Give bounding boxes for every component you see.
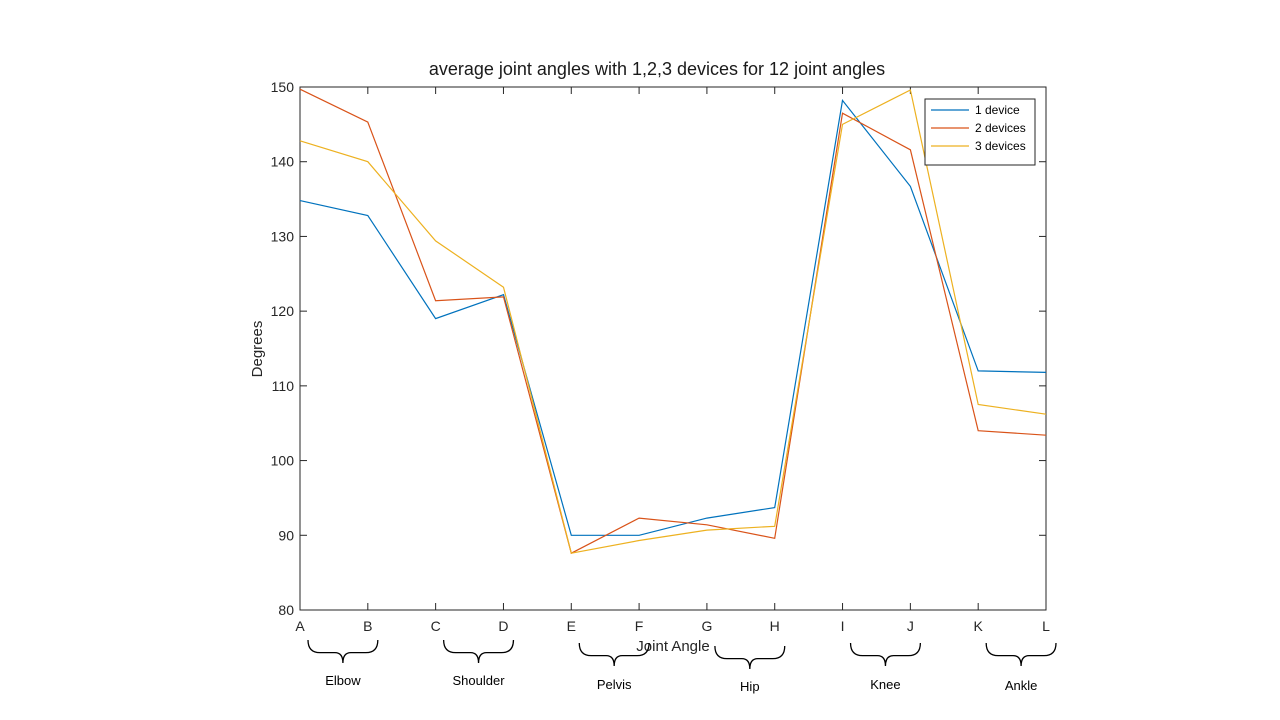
y-tick-label: 140 xyxy=(271,154,295,170)
series-line-1 xyxy=(299,98,1047,536)
x-tick-label: G xyxy=(701,618,712,634)
joint-groups: Elbow Shoulder Pelvis Hip Knee Ankle xyxy=(307,639,1057,694)
y-tick-label: 130 xyxy=(271,228,295,244)
x-tick-label: I xyxy=(841,618,845,634)
x-tick-label: B xyxy=(363,618,372,634)
legend: 1 device 2 devices 3 devices xyxy=(924,98,1036,166)
group-label: Ankle xyxy=(1005,678,1038,693)
legend-entry: 1 device xyxy=(975,103,1020,117)
series-line-2 xyxy=(299,88,1047,555)
plot-area xyxy=(299,86,1047,611)
group-brace xyxy=(307,639,379,664)
y-axis-label: Degrees xyxy=(249,321,266,378)
series-line-3 xyxy=(299,89,1047,554)
x-tick-labels: A B C D E F G H I J K L xyxy=(295,618,1050,634)
group-brace xyxy=(442,639,515,664)
group-brace xyxy=(578,642,650,667)
group-brace xyxy=(849,642,922,667)
y-tick-label: 100 xyxy=(271,453,295,469)
x-tick-label: H xyxy=(770,618,780,634)
x-axis-label: Joint Angle xyxy=(636,638,709,655)
group-label: Knee xyxy=(870,677,900,692)
y-tick-labels: 80 90 100 110 120 130 140 150 xyxy=(271,79,295,618)
series-lines xyxy=(299,88,1047,555)
group-label: Pelvis xyxy=(597,677,632,692)
x-tick-label: C xyxy=(431,618,441,634)
y-tick-label: 110 xyxy=(272,378,295,394)
x-tick-label: E xyxy=(567,618,576,634)
group-label: Hip xyxy=(740,679,760,694)
y-tick-label: 150 xyxy=(271,79,295,95)
group-label: Elbow xyxy=(325,673,361,688)
x-tick-label: D xyxy=(498,618,508,634)
x-tick-label: F xyxy=(635,618,644,634)
group-label: Shoulder xyxy=(453,673,506,688)
group-brace xyxy=(985,642,1057,667)
group-brace xyxy=(714,645,786,670)
legend-entry: 3 devices xyxy=(975,139,1026,153)
legend-entry: 2 devices xyxy=(975,121,1026,135)
y-tick-label: 80 xyxy=(278,602,294,618)
y-tick-label: 120 xyxy=(271,303,295,319)
chart-title: average joint angles with 1,2,3 devices … xyxy=(429,59,885,79)
x-tick-label: J xyxy=(907,618,914,634)
x-tick-label: A xyxy=(295,618,305,634)
axis-ticks xyxy=(299,86,1047,611)
x-tick-label: K xyxy=(974,618,984,634)
y-tick-label: 90 xyxy=(278,527,294,543)
x-tick-label: L xyxy=(1042,618,1050,634)
